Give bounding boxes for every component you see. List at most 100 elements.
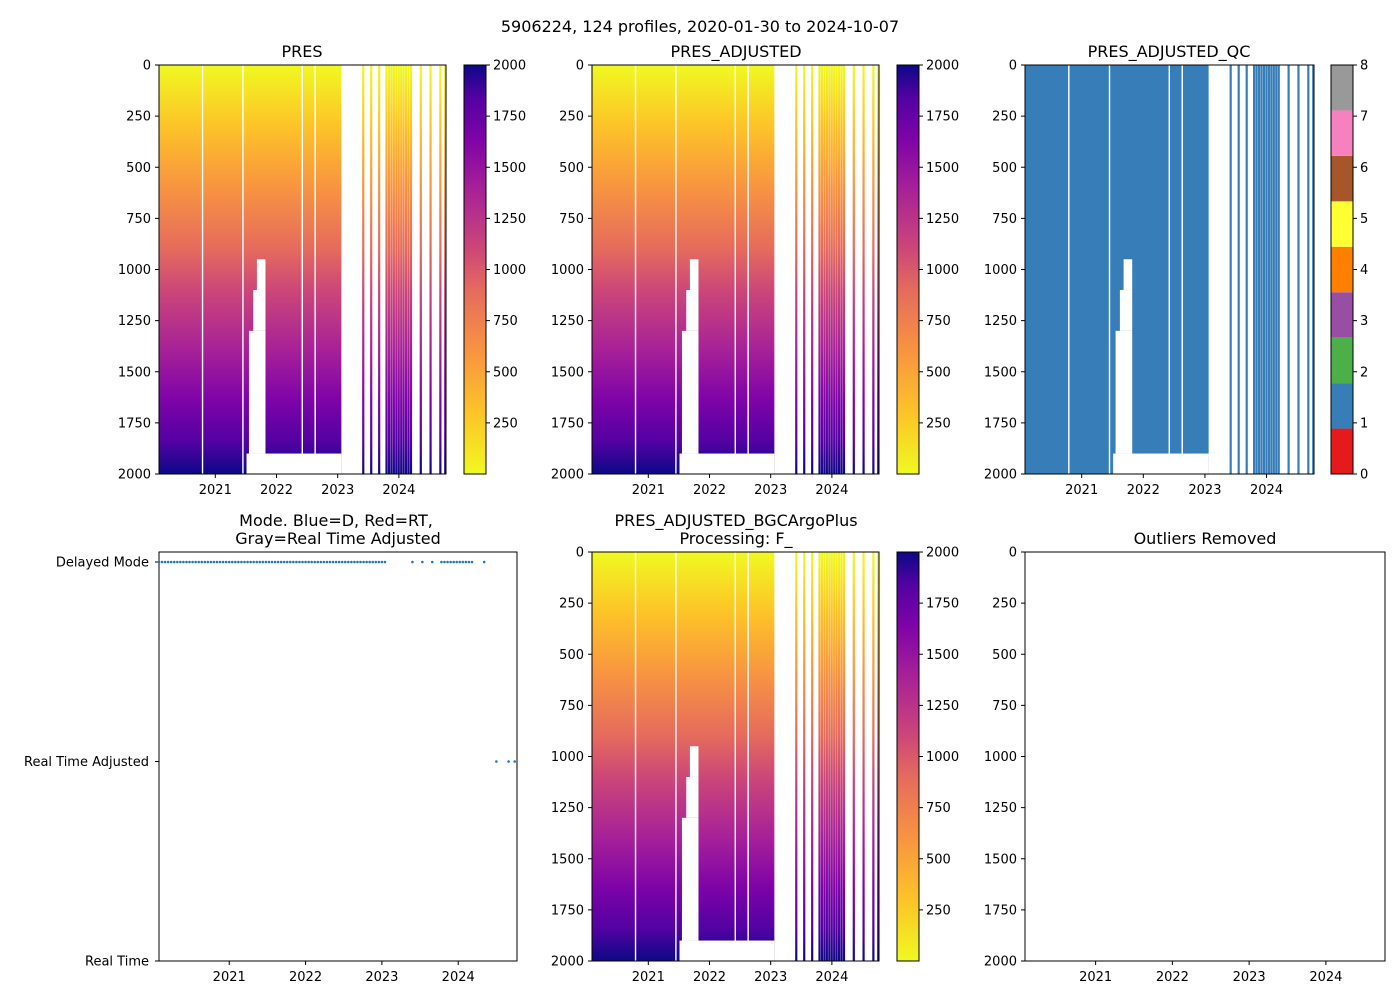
panel-pres-bgcargoplus: PRES_ADJUSTED_BGCArgoPlus Processing: F_… <box>551 511 959 985</box>
colorbar-class <box>1331 155 1353 202</box>
mode-point <box>343 560 347 564</box>
mode-point <box>258 560 262 564</box>
mode-point <box>166 560 170 564</box>
colorbar-tick-label: 1000 <box>493 263 526 278</box>
panel-title: PRES_ADJUSTED <box>670 42 801 62</box>
profile-gap <box>675 552 677 961</box>
colorbar-tick-label: 500 <box>926 365 951 380</box>
panel-pres-adjusted: PRES_ADJUSTED 2021 2022 2023 2024 0 250 500 750… <box>551 42 959 498</box>
mode-point <box>347 560 350 564</box>
colorbar-tick-label: 1250 <box>926 212 959 227</box>
data-gap <box>1119 289 1133 331</box>
mode-point <box>368 560 371 564</box>
y-tick-label: 1750 <box>551 416 584 431</box>
mode-point <box>276 560 280 564</box>
mode-point <box>328 560 332 564</box>
mode-point <box>224 560 228 564</box>
profile-column <box>378 65 381 474</box>
profile-column <box>877 65 880 474</box>
y-tick-label: 0 <box>1009 546 1017 561</box>
profile-column <box>838 65 841 474</box>
colorbar-class <box>1331 383 1353 429</box>
mode-point <box>295 560 298 564</box>
profile-column <box>407 65 410 474</box>
profile-column <box>830 65 833 474</box>
profile-column <box>833 65 836 474</box>
profile-column <box>862 65 865 474</box>
heatmap-area: 2021 2022 2023 2024 0 250 500 750 1000 1250 1500 17… <box>118 59 447 498</box>
x-tick-label: 2021 <box>213 970 246 985</box>
plot-frame <box>1024 551 1386 962</box>
mode-point <box>362 560 365 564</box>
y-tick-label: 2000 <box>984 468 1017 483</box>
outliers-area: 2021 2022 2023 2024 0 250 500 750 1000 1250 1500 17… <box>984 546 1386 985</box>
y-tick-label: 750 <box>126 212 151 227</box>
profile-gap <box>201 65 204 474</box>
colorbar-tick-label: 8 <box>1360 59 1368 74</box>
mode-point <box>371 560 375 564</box>
y-tick-label: 750 <box>559 699 584 714</box>
mode-point <box>172 560 176 564</box>
y-tick-label: 2000 <box>551 468 584 483</box>
heatmap-area: 2021 2022 2023 2024 0 250 500 750 1000 1250 1500 17… <box>551 546 880 985</box>
mode-point <box>206 560 210 564</box>
colorbar-tick-label: 250 <box>926 903 951 918</box>
mode-point <box>255 560 259 564</box>
mode-point <box>246 560 249 564</box>
x-tick-label: 2022 <box>693 483 726 498</box>
profile-column <box>872 65 875 474</box>
profile-column <box>1312 65 1315 474</box>
mode-point <box>380 560 384 564</box>
mode-point <box>188 560 191 564</box>
y-tick-label: 1250 <box>118 314 151 329</box>
panel-title-line-1: PRES_ADJUSTED_BGCArgoPlus <box>614 511 857 531</box>
colorbar-tick-label: 1750 <box>926 597 959 612</box>
profile-column <box>795 552 798 961</box>
colorbar-tick-label: 250 <box>493 416 518 431</box>
profile-column <box>1262 65 1266 474</box>
colorbar-class <box>1331 110 1353 156</box>
y-tick-label: 250 <box>992 110 1017 125</box>
colorbar-tick-label: 500 <box>493 365 518 380</box>
mode-point <box>249 560 252 564</box>
y-tick-label: 500 <box>992 161 1017 176</box>
mode-point <box>331 560 335 564</box>
y-tick-label: 0 <box>143 59 151 74</box>
mode-point <box>160 560 164 564</box>
profile-gap <box>675 65 677 474</box>
mode-point <box>264 560 268 564</box>
y-tick-label: 750 <box>992 212 1017 227</box>
y-tick-label: 2000 <box>118 468 151 483</box>
panel-mode: Mode. Blue=D, Red=RT, Gray=Real Time Adj… <box>24 511 518 985</box>
profile-column <box>811 65 814 474</box>
colorbar: 250 500 750 1000 1250 1500 1750 2000 <box>896 59 959 475</box>
x-tick-label: 2024 <box>815 970 848 985</box>
profile-column <box>862 552 865 961</box>
data-gap <box>1113 453 1209 474</box>
mode-point <box>191 560 194 564</box>
mode-point <box>215 560 219 564</box>
profile-column <box>840 552 843 961</box>
panel-pres-adjusted-qc: PRES_ADJUSTED_QC 2021 2022 2023 20240250500… <box>984 42 1368 498</box>
colorbar-tick-label: 6 <box>1360 161 1368 176</box>
profile-column <box>828 65 831 474</box>
profile-column <box>818 65 821 474</box>
colorbar-tick-label: 1000 <box>926 750 959 765</box>
profile-gap <box>242 65 244 474</box>
profile-column <box>1255 65 1258 474</box>
mode-point <box>356 560 359 564</box>
mode-point <box>455 560 458 564</box>
x-tick-label: 2021 <box>1079 970 1112 985</box>
x-tick-label: 2022 <box>260 483 293 498</box>
y-category-label: Real Time Adjusted <box>24 755 149 770</box>
mode-point <box>316 560 320 564</box>
y-tick-label: 500 <box>126 161 151 176</box>
mode-point <box>273 560 277 564</box>
y-tick-label: 750 <box>559 212 584 227</box>
profile-column <box>397 65 400 474</box>
profile-column <box>828 552 831 961</box>
y-tick-label: 500 <box>559 161 584 176</box>
profile-column <box>833 552 836 961</box>
profile-column <box>400 65 403 474</box>
